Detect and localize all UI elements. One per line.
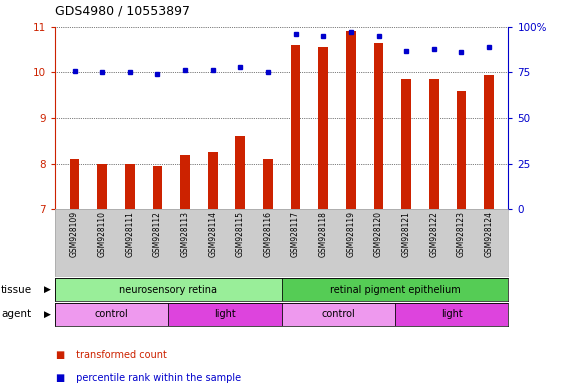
Text: retinal pigment epithelium: retinal pigment epithelium [329, 285, 461, 295]
Bar [429, 79, 439, 209]
Text: ▶: ▶ [44, 310, 51, 319]
Bar [235, 136, 245, 209]
Text: GDS4980 / 10553897: GDS4980 / 10553897 [55, 4, 190, 17]
Text: ■: ■ [55, 373, 64, 383]
Text: light: light [214, 310, 236, 319]
Bar [395, 303, 508, 326]
Bar [484, 75, 494, 209]
Text: GSM928116: GSM928116 [263, 211, 272, 257]
Text: GSM928112: GSM928112 [153, 211, 162, 257]
Text: GSM928110: GSM928110 [98, 211, 107, 257]
Bar [70, 159, 80, 209]
Text: agent: agent [1, 310, 31, 319]
Bar [55, 303, 168, 326]
Text: light: light [441, 310, 462, 319]
Text: control: control [321, 310, 356, 319]
Text: GSM928115: GSM928115 [236, 211, 245, 257]
Text: GSM928109: GSM928109 [70, 211, 79, 257]
Text: GSM928124: GSM928124 [485, 211, 493, 257]
Text: GSM928113: GSM928113 [181, 211, 189, 257]
Bar [318, 47, 328, 209]
Text: GSM928120: GSM928120 [374, 211, 383, 257]
Bar [263, 159, 273, 209]
Bar [125, 164, 135, 209]
Text: GSM928117: GSM928117 [291, 211, 300, 257]
Text: ▶: ▶ [44, 285, 51, 294]
Text: GSM928121: GSM928121 [401, 211, 411, 257]
Bar [282, 278, 508, 301]
Bar [168, 303, 282, 326]
Text: neurosensory retina: neurosensory retina [120, 285, 217, 295]
Text: ■: ■ [55, 350, 64, 360]
Text: GSM928111: GSM928111 [125, 211, 134, 257]
Text: GSM928119: GSM928119 [346, 211, 356, 257]
Bar [346, 31, 356, 209]
Text: GSM928118: GSM928118 [319, 211, 328, 257]
Text: GSM928123: GSM928123 [457, 211, 466, 257]
Bar [98, 164, 107, 209]
Bar [290, 45, 300, 209]
Bar [374, 43, 383, 209]
Bar [282, 303, 395, 326]
Bar [153, 166, 162, 209]
Bar [180, 155, 190, 209]
Bar [208, 152, 217, 209]
Bar [401, 79, 411, 209]
Text: control: control [95, 310, 129, 319]
Bar [457, 91, 466, 209]
Text: transformed count: transformed count [73, 350, 167, 360]
Text: percentile rank within the sample: percentile rank within the sample [73, 373, 241, 383]
Text: tissue: tissue [1, 285, 33, 295]
Text: GSM928114: GSM928114 [208, 211, 217, 257]
Text: GSM928122: GSM928122 [429, 211, 438, 257]
Bar [55, 278, 282, 301]
